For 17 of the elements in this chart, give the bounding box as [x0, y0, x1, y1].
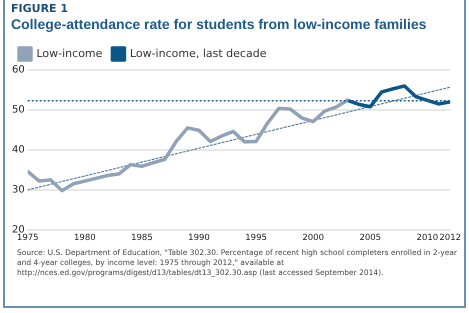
legend-label: Low-income, last decade [130, 46, 267, 60]
x-tick-label: 2005 [359, 233, 382, 244]
chart-title: College-attendance rate for students from low-income families [11, 16, 426, 32]
x-tick-label: 1995 [245, 233, 267, 244]
chart-subtitle: FIGURE 1 [11, 2, 68, 15]
x-tick-label: 1990 [188, 233, 210, 244]
x-tick-label: 2000 [302, 233, 324, 244]
legend-label: Low-income [36, 46, 103, 60]
y-tick-label: 40 [12, 144, 25, 156]
x-tick-label: 2012 [439, 233, 462, 244]
x-tick-label: 1975 [16, 233, 39, 244]
y-tick-label: 30 [12, 184, 25, 196]
x-tick-label: 1985 [131, 233, 153, 244]
y-tick-label: 60 [12, 64, 25, 76]
x-tick-label: 2010 [416, 233, 438, 244]
x-tick-label: 1980 [74, 233, 96, 244]
y-tick-label: 50 [12, 104, 25, 116]
